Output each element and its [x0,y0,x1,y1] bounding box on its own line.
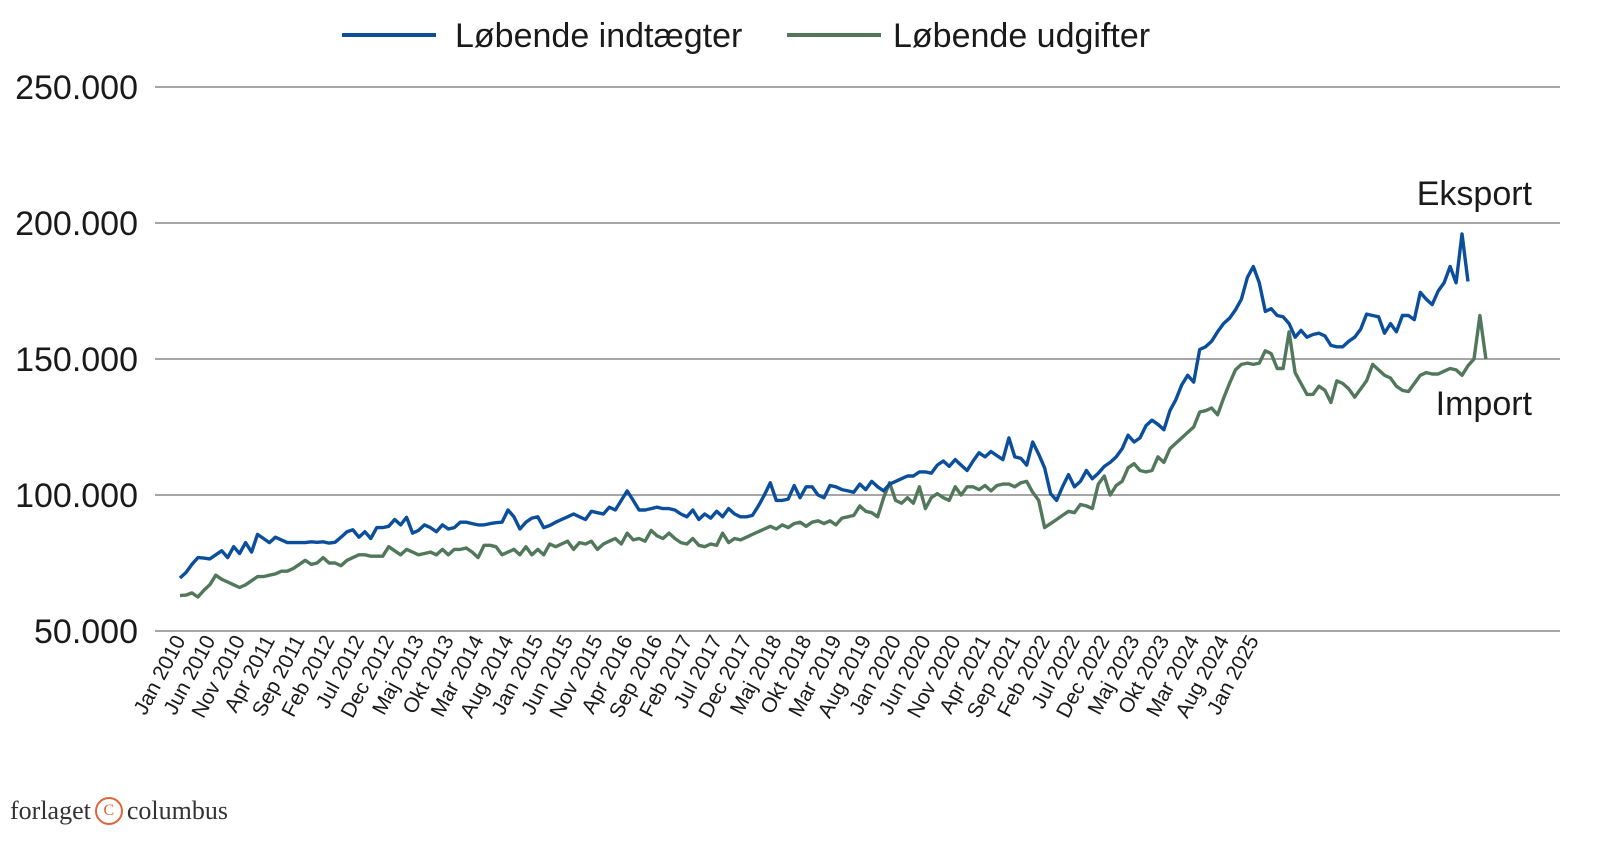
legend-label-export: Løbende indtægter [455,17,742,55]
y-tick-label: 150.000 [15,341,138,379]
y-tick-label: 100.000 [15,477,138,515]
series-line-import [179,313,1488,599]
series-line-export [178,232,1470,580]
y-tick-label: 50.000 [34,613,138,651]
y-tick-label: 200.000 [15,205,138,243]
legend-label-import: Løbende udgifter [893,17,1150,55]
brand-left-text: forlaget [10,796,91,825]
annotation-export: Eksport [1417,175,1533,213]
series-annotations: Eksport Import [1417,175,1533,423]
y-axis-tick-labels: 50.000 100.000 150.000 200.000 250.000 [15,69,138,651]
legend: Løbende indtægter Løbende udgifter [342,17,1150,55]
grid-lines [155,86,1560,632]
publisher-brand: forlaget C columbus [10,796,228,826]
copyright-logo-icon: C [94,797,123,825]
series-lines [178,232,1488,599]
y-tick-label: 250.000 [15,69,138,107]
annotation-import: Import [1436,385,1533,423]
brand-right-text: columbus [126,796,228,825]
